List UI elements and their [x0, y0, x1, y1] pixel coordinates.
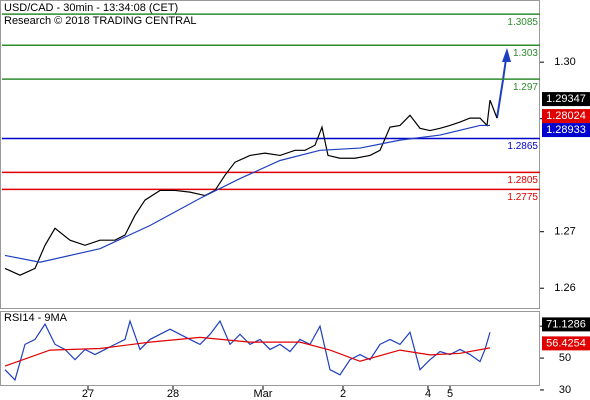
level-label: 1.2775 [507, 192, 538, 203]
level-label: 1.2805 [507, 175, 538, 186]
level-label: 1.303 [513, 48, 538, 59]
price-tag [542, 92, 590, 107]
y-tick-label: 50 [559, 352, 571, 364]
arrow-head [502, 48, 511, 62]
rsi-panel [0, 311, 540, 386]
x-tick-label: 2 [340, 388, 346, 400]
series-line [4, 99, 498, 276]
x-tick-label: 27 [82, 388, 94, 400]
y-tick-label: 1.30 [554, 56, 575, 68]
x-tick-label: 4 [425, 388, 431, 400]
level-label: 1.2865 [507, 141, 538, 152]
price-panel [0, 0, 540, 309]
x-tick-label: 28 [167, 388, 179, 400]
price-tag-label: 1.29347 [546, 93, 586, 105]
series-line [4, 319, 491, 382]
y-tick-label: 1.27 [554, 226, 575, 238]
price-tag [542, 123, 590, 138]
y-tick-label: 30 [559, 384, 571, 396]
level-label: 1.297 [513, 82, 538, 93]
price-tag-label: 1.28024 [546, 110, 586, 122]
x-tick-label: Mar [254, 388, 273, 400]
price-tag-label: 56.4254 [546, 337, 586, 349]
x-tick-label: 5 [447, 388, 453, 400]
chart-title: USD/CAD - 30min - 13:34:08 (CET) [4, 2, 178, 14]
price-tag [542, 317, 590, 332]
price-tag-label: 1.28933 [546, 124, 586, 136]
y-tick-label: 1.26 [554, 282, 575, 294]
price-tag [542, 109, 590, 124]
chart-subtitle: Research © 2018 TRADING CENTRAL [4, 15, 197, 27]
series-line [4, 336, 491, 367]
price-tag-label: 71.1286 [546, 318, 586, 330]
rsi-title: RSI14 - 9MA [4, 312, 68, 324]
series-line [4, 124, 490, 263]
price-tag [542, 336, 590, 351]
level-label: 1.3085 [507, 17, 538, 28]
